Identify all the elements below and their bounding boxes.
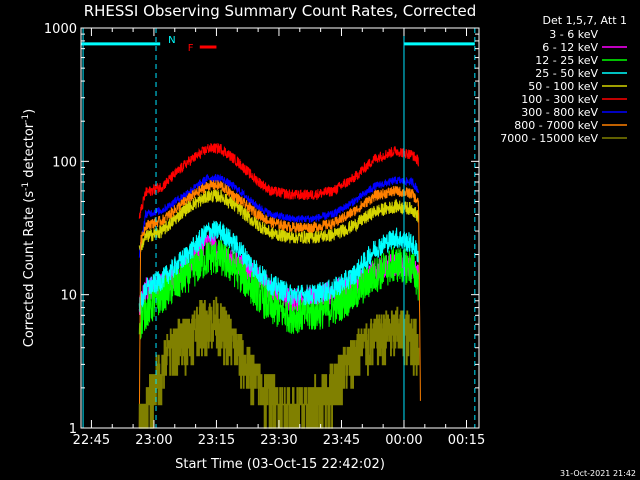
x-tick-label: 22:45 (73, 433, 110, 448)
flag-label: F (188, 43, 194, 54)
legend-label: 6 - 12 keV (542, 41, 598, 54)
chart-title: RHESSI Observing Summary Count Rates, Co… (84, 2, 477, 20)
y-tick-label: 1 (69, 422, 77, 437)
y-tick-label: 10 (60, 289, 77, 304)
legend-label: 100 - 300 keV (521, 93, 598, 106)
series-line (138, 239, 419, 340)
axes: 22:45 23:00 23:15 23:30 23:45 00:00 00:15 1 10 10… (44, 22, 485, 448)
timestamp: 31-Oct-2021 21:42 (560, 469, 636, 478)
x-axis-label: Start Time (03-Oct-15 22:42:02) (175, 457, 385, 472)
series-line (138, 189, 419, 252)
series-line (138, 179, 421, 428)
legend-label: 12 - 25 keV (535, 54, 598, 67)
x-tick-label: 23:15 (198, 433, 235, 448)
legend-header: Det 1,5,7, Att 1 (543, 14, 627, 27)
x-tick-label: 23:00 (135, 433, 172, 448)
y-axis-label: Corrected Count Rate (s-1 detector-1) (21, 109, 37, 347)
legend-label: 50 - 100 keV (528, 80, 598, 93)
x-tick-label: 00:00 (385, 433, 422, 448)
x-tick-label: 23:45 (323, 433, 360, 448)
legend-label: 25 - 50 keV (535, 67, 598, 80)
axes-frame (80, 27, 480, 429)
plot-area: NF (81, 28, 476, 429)
y-tick-label: 100 (52, 155, 77, 170)
legend-label: 3 - 6 keV (549, 28, 598, 41)
x-tick-label: 00:15 (448, 433, 485, 448)
x-tick-label: 23:30 (260, 433, 297, 448)
legend-label: 800 - 7000 keV (514, 119, 598, 132)
series-line (138, 220, 419, 317)
flag-label: N (168, 35, 175, 46)
series-line (138, 296, 420, 429)
legend-label: 300 - 800 keV (521, 106, 598, 119)
y-axis-label-text: Corrected Count Rate (s-1 detector-1) (21, 109, 37, 347)
y-tick-label: 1000 (44, 22, 77, 37)
legend-label: 7000 - 15000 keV (500, 132, 598, 145)
series-line (138, 143, 419, 219)
series-line (138, 173, 419, 258)
